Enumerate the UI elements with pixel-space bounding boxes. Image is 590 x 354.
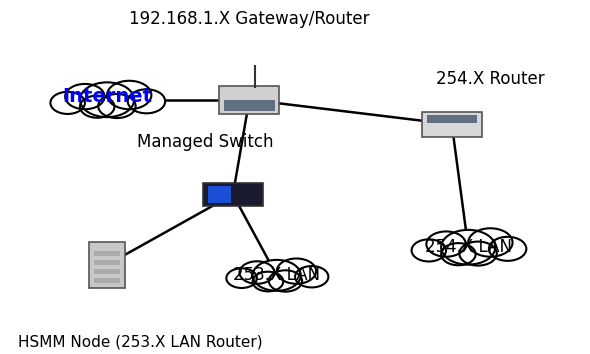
Circle shape [80,96,114,118]
Text: Internet: Internet [62,87,152,106]
FancyBboxPatch shape [219,86,280,114]
Text: 254.X Router: 254.X Router [436,70,545,88]
Text: Managed Switch: Managed Switch [137,133,274,151]
Circle shape [427,232,466,257]
Circle shape [253,272,283,291]
Circle shape [65,84,104,109]
FancyBboxPatch shape [203,183,263,206]
Text: HSMM Node (253.X LAN Router): HSMM Node (253.X LAN Router) [18,335,262,349]
Circle shape [50,92,85,114]
Text: 253.X LAN: 253.X LAN [233,266,320,284]
Text: 254.X LAN: 254.X LAN [425,238,512,256]
Circle shape [80,82,134,117]
Circle shape [460,241,497,266]
Circle shape [441,243,476,265]
Circle shape [277,258,316,284]
FancyBboxPatch shape [94,251,120,256]
Circle shape [98,94,136,118]
Circle shape [295,266,329,287]
FancyBboxPatch shape [94,278,120,283]
Circle shape [128,89,165,113]
Circle shape [253,260,301,291]
FancyBboxPatch shape [89,242,125,288]
Circle shape [227,268,257,288]
Circle shape [107,81,152,109]
FancyBboxPatch shape [94,260,120,265]
Circle shape [441,230,496,265]
FancyBboxPatch shape [224,100,274,110]
FancyBboxPatch shape [208,186,231,203]
FancyBboxPatch shape [94,269,120,274]
FancyBboxPatch shape [422,112,482,137]
Circle shape [240,261,274,284]
Circle shape [489,237,526,261]
Circle shape [468,228,513,257]
FancyBboxPatch shape [427,115,477,123]
Circle shape [269,270,302,292]
Text: 192.168.1.X Gateway/Router: 192.168.1.X Gateway/Router [129,10,369,28]
Circle shape [412,239,446,262]
